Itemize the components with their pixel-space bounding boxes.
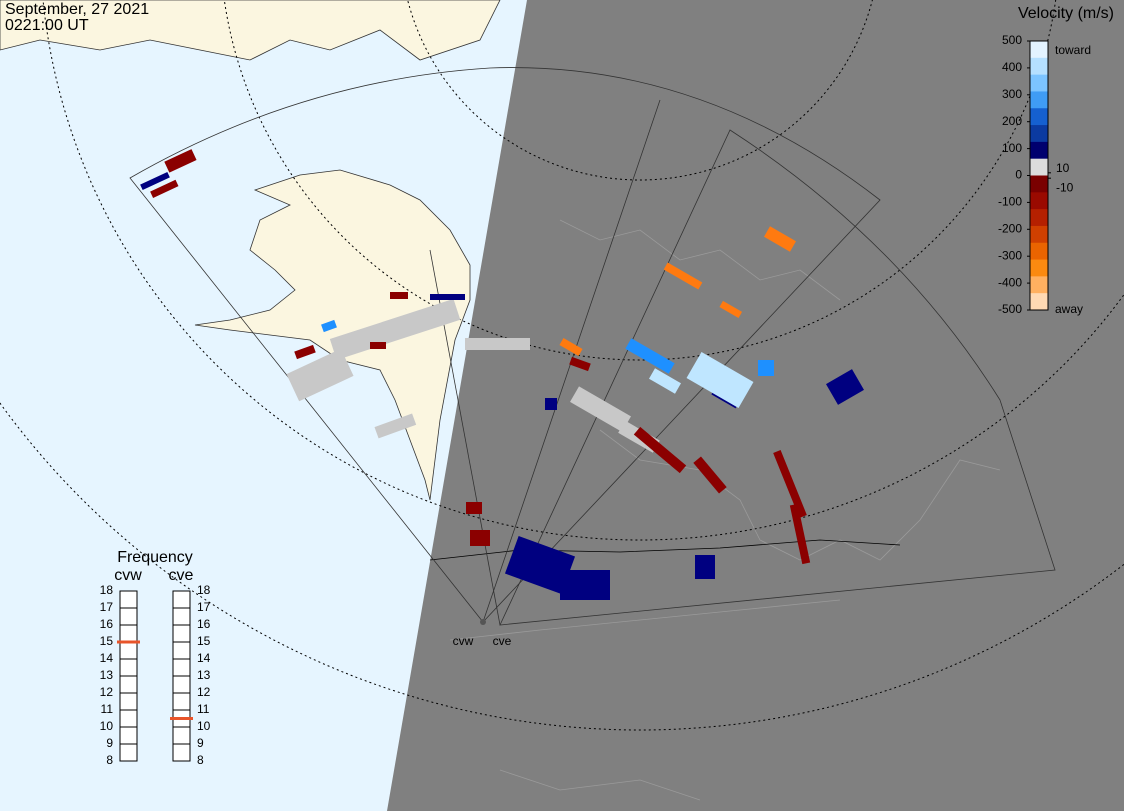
colorbar-tick-label: 500 bbox=[1002, 33, 1022, 47]
frequency-tick-label: 14 bbox=[100, 651, 114, 665]
frequency-tick-label: 15 bbox=[100, 634, 114, 648]
colorbar-tick-label: 300 bbox=[1002, 87, 1022, 101]
colorbar-end-label: away bbox=[1055, 302, 1083, 316]
colorbar-segment bbox=[1030, 74, 1048, 92]
colorbar-tick-label: -400 bbox=[998, 275, 1022, 289]
radar-site-label: cvw bbox=[453, 634, 474, 648]
frequency-tick-label: 13 bbox=[197, 668, 211, 682]
colorbar-tick-label: -500 bbox=[998, 302, 1022, 316]
colorbar-tick-label: -100 bbox=[998, 195, 1022, 209]
colorbar-tick-label: 200 bbox=[1002, 114, 1022, 128]
frequency-tick-label: 10 bbox=[197, 719, 211, 733]
colorbar-segment bbox=[1030, 57, 1048, 76]
frequency-tick-label: 8 bbox=[106, 753, 113, 767]
colorbar-segment bbox=[1030, 141, 1048, 160]
colorbar-tick-label: 10 bbox=[1056, 161, 1070, 175]
frequency-tick-label: 18 bbox=[197, 583, 211, 597]
frequency-tick-label: 14 bbox=[197, 651, 211, 665]
colorbar-segment bbox=[1030, 125, 1048, 143]
frequency-tick-label: 9 bbox=[197, 736, 204, 750]
colorbar-segment bbox=[1030, 293, 1048, 311]
colorbar-end-label: toward bbox=[1055, 43, 1091, 57]
land bbox=[0, 0, 501, 501]
frequency-tick-label: 16 bbox=[197, 617, 211, 631]
colorbar-tick-label: 400 bbox=[1002, 60, 1022, 74]
radar-site-label: cve bbox=[493, 634, 512, 648]
frequency-tick-label: 17 bbox=[197, 600, 211, 614]
frequency-tick-label: 15 bbox=[197, 634, 211, 648]
frequency-title: Frequency bbox=[117, 549, 193, 566]
colorbar-segment bbox=[1030, 276, 1048, 294]
colorbar-tick-label: 0 bbox=[1015, 168, 1022, 182]
frequency-tick-label: 16 bbox=[100, 617, 114, 631]
colorbar-tick-label: -300 bbox=[998, 248, 1022, 262]
colorbar-tick-label: 100 bbox=[1002, 141, 1022, 155]
colorbar-segment bbox=[1030, 91, 1048, 109]
colorbar-segment bbox=[1030, 225, 1048, 244]
frequency-tick-label: 11 bbox=[101, 702, 114, 716]
frequency-tick-label: 10 bbox=[100, 719, 114, 733]
colorbar-segment bbox=[1030, 41, 1048, 59]
colorbar-segment bbox=[1030, 158, 1048, 176]
frequency-tick-label: 11 bbox=[197, 702, 210, 716]
colorbar-segment bbox=[1030, 242, 1048, 261]
colorbar-segment bbox=[1030, 259, 1048, 277]
date-label: September, 27 2021 bbox=[5, 1, 149, 18]
radar-site-marker bbox=[480, 619, 486, 625]
frequency-tick-label: 8 bbox=[197, 753, 204, 767]
time-label: 0221:00 UT bbox=[5, 17, 89, 34]
radar-name: cve bbox=[169, 567, 194, 584]
latitude-grid bbox=[0, 0, 1124, 731]
frequency-tick-label: 12 bbox=[197, 685, 211, 699]
colorbar-segment bbox=[1030, 108, 1048, 126]
frequency-tick-label: 17 bbox=[100, 600, 114, 614]
frequency-tick-label: 13 bbox=[100, 668, 114, 682]
frequency-tick-label: 18 bbox=[100, 583, 114, 597]
frequency-tick-label: 9 bbox=[106, 736, 113, 750]
scales: 500 400 300 200 100 0 -100 -200 -300 -400 -500 10 -1… bbox=[100, 33, 1091, 767]
radar-name: cvw bbox=[114, 567, 142, 584]
colorbar-tick-label: -200 bbox=[998, 221, 1022, 235]
night-region bbox=[387, 0, 1124, 811]
colorbar-title: Velocity (m/s) bbox=[1018, 5, 1114, 22]
radar-cells bbox=[140, 149, 864, 600]
colorbar-segment bbox=[1030, 209, 1048, 227]
colorbar-segment bbox=[1030, 192, 1048, 210]
colorbar-segment bbox=[1030, 175, 1048, 193]
frequency-tick-label: 12 bbox=[100, 685, 114, 699]
colorbar-tick-label: -10 bbox=[1056, 180, 1074, 194]
